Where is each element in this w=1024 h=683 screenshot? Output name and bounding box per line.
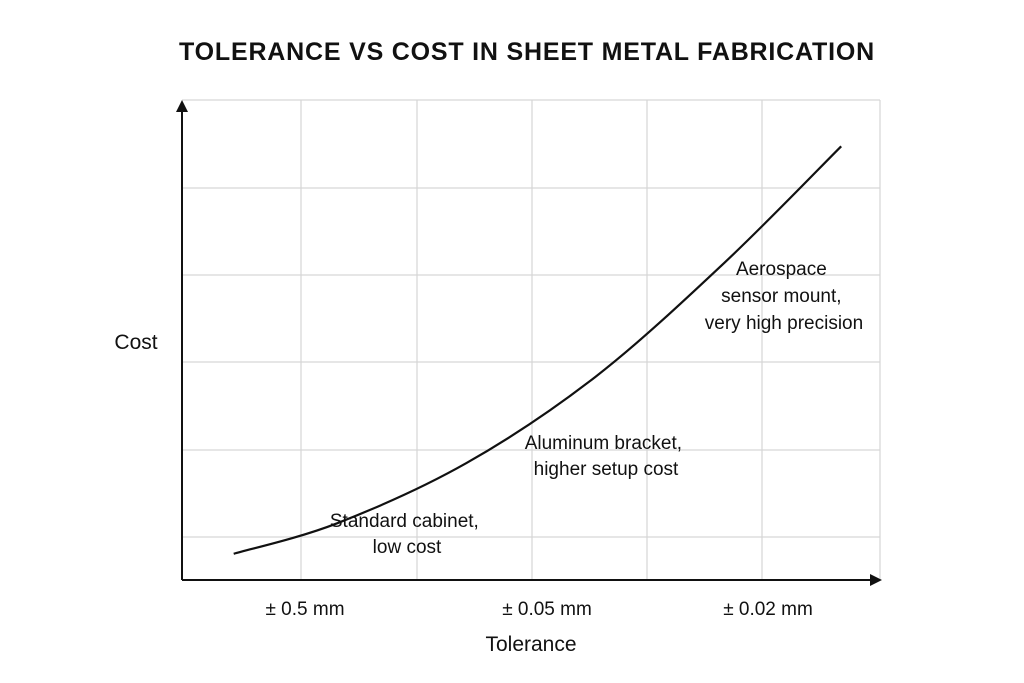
x-axis-label: Tolerance — [485, 633, 576, 656]
annotation-standard-cabinet: Standard cabinet, low cost — [330, 511, 484, 558]
y-axis-label: Cost — [114, 331, 157, 354]
chart-title: TOLERANCE VS COST IN SHEET METAL FABRICA… — [179, 38, 875, 66]
x-tick-label: ± 0.02 mm — [723, 599, 813, 620]
annotation-line: very high precision — [705, 313, 863, 334]
annotation-line: higher setup cost — [534, 459, 679, 480]
annotation-aluminum-bracket: Aluminum bracket, higher setup cost — [525, 433, 688, 480]
annotation-line: sensor mount, — [721, 286, 841, 307]
annotation-line: Standard cabinet, — [330, 511, 479, 532]
x-tick-label: ± 0.05 mm — [502, 599, 592, 620]
annotation-line: Aluminum bracket, — [525, 433, 682, 454]
annotation-line: Aerospace — [736, 259, 827, 280]
x-tick-label: ± 0.5 mm — [265, 599, 344, 620]
annotation-aerospace-sensor-mount: Aerospace sensor mount, very high precis… — [705, 259, 863, 334]
grid — [182, 99, 881, 580]
annotation-line: low cost — [373, 537, 442, 558]
series-line — [233, 145, 842, 555]
